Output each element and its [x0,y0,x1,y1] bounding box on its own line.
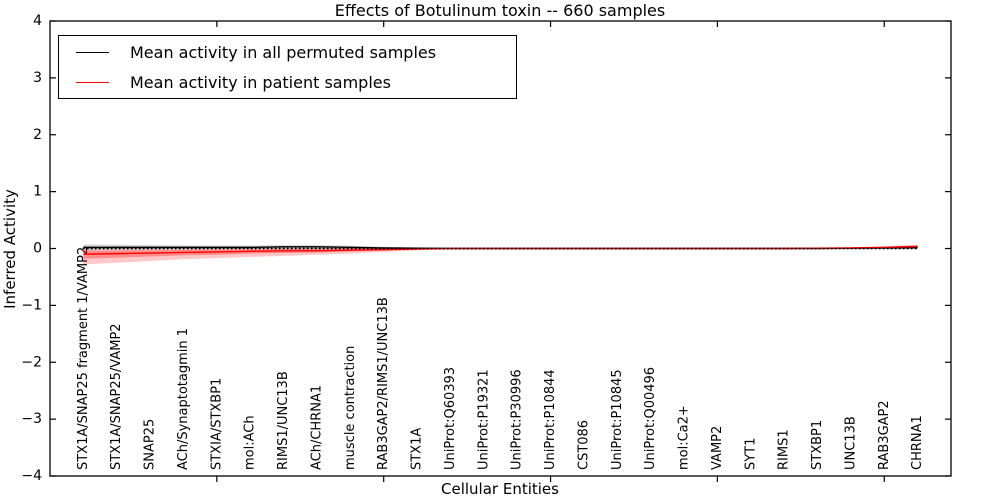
category-label: UniProt:P19321 [476,369,491,470]
category-label: UniProt:Q60393 [443,367,458,470]
legend-label: Mean activity in all permuted samples [130,42,437,62]
category-label: RIMS1/UNC13B [276,371,291,470]
category-label: RAB3GAP2/RIMS1/UNC13B [376,297,391,470]
x-axis-label: Cellular Entities [441,480,559,498]
legend-entry-permuted: Mean activity in all permuted samples [59,38,516,66]
legend-label: Mean activity in patient samples [130,72,391,92]
y-tick-label: 1 [33,184,42,200]
category-label: RAB3GAP2 [877,400,892,470]
category-label: STX1A/SNAP25/VAMP2 [109,323,124,470]
legend: Mean activity in all permuted samples Me… [58,35,517,99]
y-axis-label: Inferred Activity [1,189,19,309]
legend-line-swatch-red [76,81,109,83]
y-tick-label: −1 [21,297,42,313]
legend-entry-patient: Mean activity in patient samples [59,68,516,96]
category-label: UniProt:P10845 [610,369,625,470]
category-label: mol:Ca2+ [677,405,692,470]
category-label: STXBP1 [810,420,825,470]
category-label: mol:ACh [243,415,258,470]
category-label: CHRNA1 [910,415,925,470]
y-tick-label: 3 [33,70,42,86]
category-label: STX1A/SNAP25 fragment 1/VAMP2 [76,247,91,470]
category-label: ACh/CHRNA1 [309,385,324,470]
category-label: RIMS1 [777,429,792,470]
category-label: UniProt:P30996 [510,369,525,470]
y-tick-label: −3 [21,411,42,427]
category-label: STXIA/STXBP1 [209,378,224,470]
chart-title: Effects of Botulinum toxin -- 660 sample… [334,1,666,20]
confidence-band-patient-samples-band-outer [83,244,918,265]
category-label: UniProt:Q00496 [643,367,658,470]
category-label: VAMP2 [710,426,725,470]
y-tick-label: 0 [33,241,42,257]
category-label: muscle contraction [343,346,358,470]
category-label: UNC13B [843,416,858,470]
y-tick-label: −2 [21,354,42,370]
category-label: SNAP25 [143,419,158,470]
category-label: ACh/Synaptotagmin 1 [176,328,191,470]
category-label: UniProt:P10844 [543,369,558,470]
category-label: SYT1 [743,438,758,470]
legend-line-swatch-black [76,51,109,53]
category-label: CST086 [576,420,591,470]
y-tick-label: 2 [33,127,42,143]
y-tick-label: 4 [33,13,42,29]
y-tick-label: −4 [21,468,42,484]
category-label: STX1A [410,428,425,470]
